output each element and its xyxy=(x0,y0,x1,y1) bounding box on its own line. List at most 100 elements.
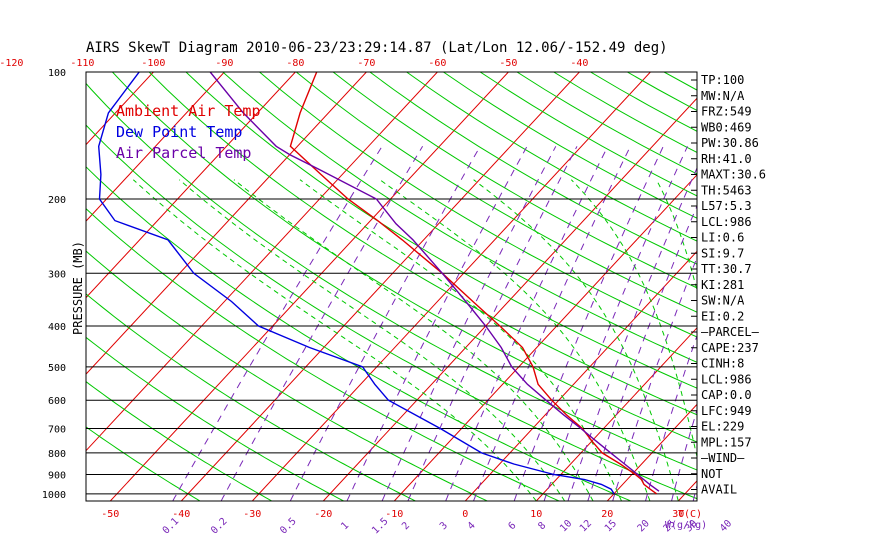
dry-adiabat-line xyxy=(86,250,488,501)
dry-adiabat-line xyxy=(443,72,697,219)
mixing-ratio-line xyxy=(172,146,383,501)
isotherm-line xyxy=(86,72,367,375)
index-value: RH:41.0 xyxy=(701,152,752,166)
mixing-ratio-tick: 1 xyxy=(339,520,351,532)
isotherm-line xyxy=(322,97,697,501)
pressure-tick-label: 500 xyxy=(48,363,66,374)
mixing-ratio-tick: 10 xyxy=(558,518,574,534)
bottom-temperature-tick: 10 xyxy=(530,509,542,520)
mixing-ratio-line xyxy=(612,256,697,501)
top-temperature-tick: -90 xyxy=(215,58,233,69)
isotherm-line xyxy=(86,72,438,452)
mixing-ratio-tick: 0.2 xyxy=(209,516,230,537)
index-value: LCL:986 xyxy=(701,215,752,229)
index-value: MAXT:30.6 xyxy=(701,168,766,182)
index-value: SI:9.7 xyxy=(701,246,744,260)
isotherm-line xyxy=(86,72,296,299)
index-value: WB0:469 xyxy=(701,120,752,134)
moist-adiabat-line xyxy=(570,179,697,460)
legend-entry: Ambient Air Temp xyxy=(116,102,261,120)
index-value: EL:229 xyxy=(701,420,744,434)
bottom-temperature-tick: -20 xyxy=(314,509,332,520)
index-value: MPL:157 xyxy=(701,435,752,449)
index-value: SW:N/A xyxy=(701,294,745,308)
dry-adiabat-line xyxy=(332,72,697,289)
dry-adiabat-line xyxy=(86,82,697,471)
legend-entry: Dew Point Temp xyxy=(116,123,242,141)
plot-frame xyxy=(85,71,698,502)
pressure-tick-label: 600 xyxy=(48,396,66,407)
dry-adiabat-line xyxy=(112,72,697,443)
moist-adiabat-line xyxy=(473,179,679,501)
pressure-tick-label: 100 xyxy=(48,68,66,79)
index-value: TT:30.7 xyxy=(701,262,752,276)
mixing-ratio-tick: 0.5 xyxy=(278,516,299,537)
x-axis-label: T(C) xyxy=(678,509,702,520)
dry-adiabat-line xyxy=(222,72,697,363)
dry-adiabat-line xyxy=(86,380,273,501)
pressure-tick-label: 700 xyxy=(48,424,66,435)
mixing-ratio-line xyxy=(346,146,528,501)
mixing-ratio-line xyxy=(645,334,697,501)
mixing-ratio-line xyxy=(543,146,688,501)
bottom-temperature-tick: -40 xyxy=(172,509,190,520)
mixing-ratio-line xyxy=(445,146,609,501)
bottom-temperature-tick: -50 xyxy=(101,509,119,520)
index-value: TP:100 xyxy=(701,73,744,87)
isotherm-line xyxy=(251,72,651,501)
y-axis-label: PRESSURE (MB) xyxy=(71,241,85,335)
mixing-ratio-line xyxy=(473,146,631,501)
top-temperature-tick: -80 xyxy=(286,58,304,69)
index-value: EI:0.2 xyxy=(701,309,744,323)
mixing-ratio-line xyxy=(513,146,664,501)
dry-adiabat-line xyxy=(148,72,697,416)
mixing-ratio-tick: 2 xyxy=(400,520,412,532)
moist-adiabat-line xyxy=(132,179,537,501)
index-value: LFC:949 xyxy=(701,404,752,418)
index-value: LCL:986 xyxy=(701,372,752,386)
pressure-tick-label: 300 xyxy=(48,269,66,280)
isotherm-line xyxy=(606,403,697,501)
dry-adiabat-line xyxy=(86,336,344,501)
dry-adiabat-line xyxy=(86,166,631,501)
isotherm-line xyxy=(86,72,154,146)
dry-adiabat-line xyxy=(86,208,560,501)
index-value: KI:281 xyxy=(701,278,744,292)
mixing-ratio-tick: 3 xyxy=(438,520,450,532)
index-value: CAP:0.0 xyxy=(701,388,752,402)
mixing-ratio-tick: 12 xyxy=(578,518,594,534)
mixing-ratio-lines xyxy=(172,146,697,501)
top-temperature-tick: -50 xyxy=(499,58,517,69)
series-line xyxy=(97,72,615,495)
bottom-temperature-tick: -30 xyxy=(243,509,261,520)
isotherm-line xyxy=(109,72,509,501)
dry-adiabat-line xyxy=(295,72,697,313)
moist-adiabat-line xyxy=(178,179,566,501)
index-value: MW:N/A xyxy=(701,89,745,103)
profile-series xyxy=(97,72,660,495)
mixing-ratio-line xyxy=(587,204,697,501)
mixing-ratio-line xyxy=(671,408,697,501)
mixing-ratio-tick: 4 xyxy=(466,520,478,532)
index-value: —WIND— xyxy=(701,451,745,465)
pressure-tick-label: 900 xyxy=(48,471,66,482)
isobar-lines xyxy=(86,71,697,495)
mixing-ratio-line xyxy=(381,146,557,501)
mixing-ratio-line xyxy=(289,146,481,501)
dry-adiabat-line xyxy=(185,72,697,389)
bottom-temperature-tick: -10 xyxy=(385,509,403,520)
dry-adiabat-lines xyxy=(86,72,697,501)
pressure-tick-label: 1000 xyxy=(42,490,66,501)
index-value: TH:5463 xyxy=(701,183,752,197)
dry-adiabat-line xyxy=(406,72,697,242)
index-value: PW:30.86 xyxy=(701,136,759,150)
moist-adiabat-line xyxy=(379,179,651,501)
isotherm-line xyxy=(0,72,11,501)
mixing-ratio-axis-label: W(g/kg) xyxy=(665,520,707,531)
mixing-ratio-tick: 6 xyxy=(506,520,518,532)
dry-adiabat-line xyxy=(259,72,697,338)
moist-adiabat-line xyxy=(299,179,622,501)
pressure-tick-labels: 100 200 300 400 500 600 700 800 900 1000 xyxy=(42,68,66,501)
